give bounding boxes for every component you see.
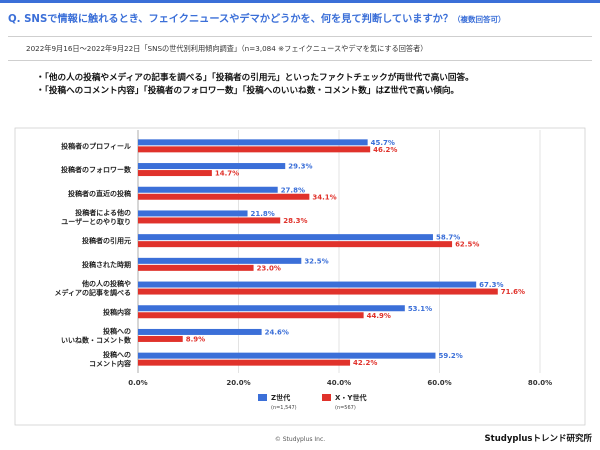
category-label: 投稿された時期 bbox=[82, 260, 131, 269]
data-label: 44.9% bbox=[367, 312, 391, 320]
brand-label: Studyplusトレンド研究所 bbox=[484, 434, 592, 444]
chart-frame bbox=[14, 127, 586, 426]
bar-xy bbox=[138, 335, 183, 342]
data-label: 21.8% bbox=[251, 210, 275, 218]
top-accent-line bbox=[0, 0, 600, 3]
category-label: メディアの記事を調べる bbox=[54, 288, 131, 297]
bar-xy bbox=[138, 312, 364, 319]
data-label: 58.7% bbox=[436, 234, 460, 242]
data-label: 67.3% bbox=[479, 281, 503, 289]
title-divider bbox=[8, 36, 592, 37]
bar-z bbox=[138, 352, 436, 359]
bar-z bbox=[138, 210, 248, 217]
data-label: 53.1% bbox=[408, 305, 432, 313]
category-label: 他の人の投稿や bbox=[81, 279, 131, 288]
data-label: 28.3% bbox=[283, 217, 307, 225]
category-label: 投稿者の直近の投稿 bbox=[68, 189, 131, 198]
data-label: 62.5% bbox=[455, 241, 479, 249]
bar-z bbox=[138, 257, 302, 264]
copyright: © Studyplus Inc. bbox=[274, 436, 326, 443]
bar-xy bbox=[138, 288, 498, 295]
legend-label: X・Y世代 bbox=[335, 393, 366, 402]
question-text: Q. SNSで情報に触れるとき、フェイクニュースやデマかどうかを、何を見て判断し… bbox=[8, 14, 454, 25]
data-label: 71.6% bbox=[501, 288, 525, 296]
bar-xy bbox=[138, 264, 254, 271]
key-findings: ・「他の人の投稿やメディアの記事を調べる」「投稿者の引用元」といったファクトチェ… bbox=[36, 72, 474, 98]
data-label: 24.6% bbox=[265, 328, 289, 336]
bar-xy bbox=[138, 217, 281, 224]
category-label: コメント内容 bbox=[89, 359, 131, 368]
bar-z bbox=[138, 281, 477, 288]
question-title: Q. SNSで情報に触れるとき、フェイクニュースやデマかどうかを、何を見て判断し… bbox=[8, 10, 598, 25]
x-tick-label: 60.0% bbox=[427, 379, 451, 387]
bar-xy bbox=[138, 193, 310, 200]
x-tick-label: 0.0% bbox=[128, 379, 147, 387]
data-label: 23.0% bbox=[257, 264, 281, 272]
legend-swatch bbox=[322, 394, 331, 401]
bar-z bbox=[138, 234, 433, 241]
category-label: いいね数・コメント数 bbox=[61, 335, 132, 344]
legend-n: (n=567) bbox=[335, 405, 356, 411]
legend-swatch bbox=[258, 394, 267, 401]
category-label: ユーザーとのやり取り bbox=[61, 217, 131, 226]
data-label: 59.2% bbox=[438, 352, 462, 360]
bar-z bbox=[138, 305, 405, 312]
survey-subtitle: 2022年9月16日～2022年9月22日「SNSの世代別利用傾向調査」（n=3… bbox=[26, 44, 428, 53]
data-label: 27.8% bbox=[281, 186, 305, 194]
question-note: （複数回答可） bbox=[453, 15, 506, 24]
category-label: 投稿への bbox=[103, 326, 131, 335]
bar-xy bbox=[138, 146, 371, 153]
category-label: 投稿者による他の bbox=[75, 208, 131, 217]
bar-z bbox=[138, 163, 286, 170]
data-label: 32.5% bbox=[304, 257, 328, 265]
bar-z bbox=[138, 186, 278, 193]
data-label: 29.3% bbox=[288, 163, 312, 171]
category-label: 投稿内容 bbox=[103, 307, 131, 316]
finding-2: ・「投稿へのコメント内容」「投稿者のフォロワー数」「投稿へのいいね数・コメント数… bbox=[36, 86, 460, 96]
data-label: 8.9% bbox=[186, 335, 205, 343]
legend-label: Z世代 bbox=[271, 393, 290, 402]
bar-xy bbox=[138, 241, 453, 248]
category-label: 投稿者の引用元 bbox=[82, 236, 131, 245]
bar-xy bbox=[138, 359, 351, 366]
finding-1: ・「他の人の投稿やメディアの記事を調べる」「投稿者の引用元」といったファクトチェ… bbox=[36, 73, 474, 83]
bar-z bbox=[138, 139, 368, 146]
x-tick-label: 80.0% bbox=[528, 379, 552, 387]
category-label: 投稿への bbox=[103, 350, 131, 359]
x-tick-label: 20.0% bbox=[226, 379, 250, 387]
category-label: 投稿者のプロフィール bbox=[61, 141, 131, 150]
data-label: 14.7% bbox=[215, 170, 239, 178]
data-label: 46.2% bbox=[373, 146, 397, 154]
legend-n: (n=1,547) bbox=[271, 405, 297, 411]
x-tick-label: 40.0% bbox=[327, 379, 351, 387]
subtitle-divider bbox=[8, 60, 592, 61]
category-label: 投稿者のフォロワー数 bbox=[61, 165, 132, 174]
bar-xy bbox=[138, 170, 212, 177]
data-label: 42.2% bbox=[353, 359, 377, 367]
data-label: 45.7% bbox=[371, 139, 395, 147]
bar-z bbox=[138, 328, 262, 335]
data-label: 34.1% bbox=[312, 193, 336, 201]
